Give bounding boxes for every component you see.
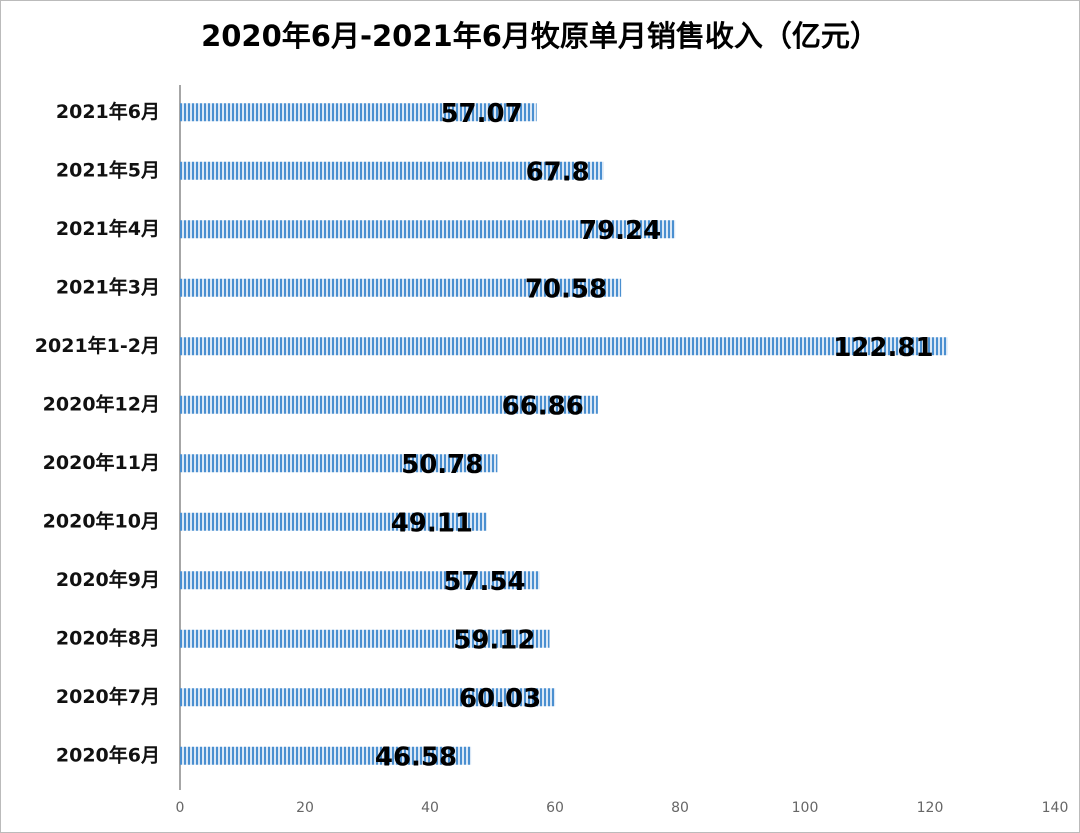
value-label: 70.58 — [525, 274, 607, 304]
bar — [180, 512, 487, 531]
bar — [180, 746, 472, 765]
y-tick-label: 2020年9月 — [56, 568, 160, 591]
bar — [180, 395, 598, 414]
value-label: 57.54 — [443, 567, 525, 597]
value-label: 57.07 — [440, 99, 522, 129]
bar — [180, 337, 948, 356]
x-tick-label: 20 — [296, 800, 314, 816]
x-tick-label: 140 — [1042, 800, 1069, 816]
x-tick-label: 100 — [792, 800, 819, 816]
value-label: 46.58 — [375, 742, 457, 772]
bar — [180, 220, 676, 239]
value-label: 50.78 — [401, 450, 483, 480]
y-tick-label: 2020年8月 — [56, 626, 160, 649]
bar — [180, 454, 498, 473]
value-label: 122.81 — [833, 333, 933, 363]
value-label: 49.11 — [391, 508, 473, 538]
bar — [180, 103, 537, 122]
value-label: 66.86 — [502, 391, 584, 421]
y-tick-label: 2020年7月 — [56, 685, 160, 708]
y-tick-label: 2021年6月 — [56, 100, 160, 123]
value-label: 79.24 — [579, 216, 661, 246]
x-tick-label: 40 — [421, 800, 439, 816]
x-tick-label: 60 — [546, 800, 564, 816]
x-tick-label: 120 — [917, 800, 944, 816]
bar — [180, 278, 622, 297]
y-tick-label: 2020年11月 — [43, 451, 160, 474]
x-tick-label: 80 — [671, 800, 689, 816]
bar — [180, 161, 604, 180]
y-tick-label: 2021年3月 — [56, 275, 160, 298]
y-tick-label: 2020年6月 — [56, 743, 160, 766]
y-tick-label: 2021年4月 — [56, 217, 160, 240]
y-tick-label: 2020年12月 — [43, 392, 160, 415]
bar — [180, 571, 540, 590]
value-label: 59.12 — [453, 625, 535, 655]
chart-title: 2020年6月-2021年6月牧原单月销售收入（亿元） — [201, 19, 879, 53]
x-tick-label: 0 — [176, 800, 185, 816]
y-tick-label: 2021年1-2月 — [35, 334, 160, 357]
value-label: 67.8 — [526, 157, 590, 187]
y-tick-label: 2020年10月 — [43, 509, 160, 532]
value-label: 60.03 — [459, 684, 541, 714]
y-tick-label: 2021年5月 — [56, 158, 160, 181]
bar — [180, 629, 550, 648]
bar — [180, 688, 556, 707]
